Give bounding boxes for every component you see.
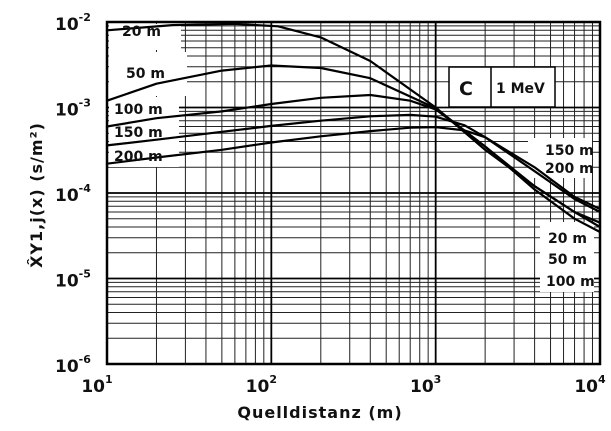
curve-label-right: 150 m [545, 143, 594, 159]
x-tick-exponent: 4 [598, 373, 606, 386]
x-tick-labels: 101 102 103 104 [81, 373, 606, 397]
y-tick-label: 10-3 [55, 97, 91, 121]
curve-label-left: 100 m [114, 102, 163, 118]
plot-frame [105, 20, 602, 366]
label-bg [540, 222, 594, 292]
inset-energy: 1 MeV [496, 81, 545, 97]
series-line-100m [105, 93, 602, 234]
x-tick-label: 101 [81, 373, 112, 397]
y-tick-exponent: -5 [79, 268, 91, 281]
y-tick-exponent: -3 [79, 97, 91, 110]
y-tick-label: 10-5 [55, 268, 91, 292]
y-axis-title: X̂Y1,j(x) (s/m²) [27, 122, 46, 268]
major-grid [107, 22, 600, 364]
series-line-150m [105, 113, 602, 214]
curve-label-right: 100 m [546, 274, 595, 290]
x-tick-label: 102 [246, 373, 277, 397]
x-axis-title: Quelldistanz (m) [237, 403, 402, 422]
x-tick-exponent: 1 [105, 373, 113, 386]
y-tick-base: 10 [55, 357, 79, 377]
inset-box: C 1 MeV [448, 66, 556, 108]
y-tick-exponent: -2 [79, 11, 91, 24]
x-tick-label: 103 [410, 373, 441, 397]
y-axis-title-text: X̂Y1,j(x) (s/m²) [27, 122, 46, 268]
series-line-200m [105, 126, 602, 211]
right-curve-labels: 150 m 200 m 20 m 50 m 100 m [545, 143, 595, 290]
y-tick-label: 10-4 [55, 182, 91, 206]
curve-label-right: 50 m [548, 252, 587, 268]
y-tick-labels: 10-210-310-410-510-6 [55, 11, 91, 377]
curve-label-right: 200 m [545, 161, 594, 177]
curve-label-right: 20 m [548, 231, 587, 247]
x-tick-exponent: 2 [269, 373, 277, 386]
y-tick-exponent: -6 [79, 353, 92, 366]
curve-label-left: 20 m [122, 24, 161, 40]
y-tick-label: 10-6 [55, 353, 91, 377]
curve-label-left: 50 m [126, 66, 165, 82]
y-tick-base: 10 [55, 101, 79, 121]
y-tick-base: 10 [55, 272, 79, 292]
x-tick-base: 10 [81, 377, 105, 397]
left-curve-labels: 20 m 50 m 100 m 150 m 200 m [114, 24, 165, 165]
x-tick-base: 10 [410, 377, 434, 397]
x-tick-label: 104 [574, 373, 606, 397]
curve-label-left: 200 m [114, 149, 163, 165]
inset-letter: C [459, 78, 473, 100]
y-tick-base: 10 [55, 15, 79, 35]
y-tick-label: 10-2 [55, 11, 91, 35]
x-tick-exponent: 3 [434, 373, 442, 386]
x-tick-base: 10 [246, 377, 270, 397]
label-bg [109, 52, 187, 96]
y-tick-base: 10 [55, 186, 79, 206]
curve-label-left: 150 m [114, 125, 163, 141]
y-tick-exponent: -4 [79, 182, 92, 195]
series-curves [105, 22, 602, 234]
series-line-50m [105, 64, 602, 229]
x-tick-base: 10 [574, 377, 598, 397]
